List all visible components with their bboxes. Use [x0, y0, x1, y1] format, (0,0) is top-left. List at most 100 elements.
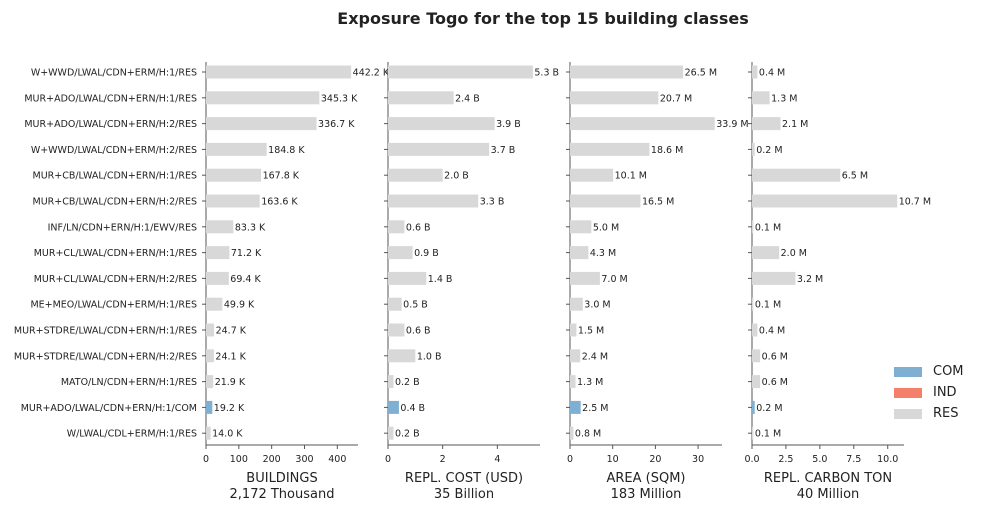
legend-swatch-ind — [894, 387, 922, 398]
bar-res — [388, 297, 402, 311]
category-label: MUR+ADO/LWAL/CDN+ERN/H:1/RES — [24, 93, 197, 104]
bar-res — [752, 246, 780, 260]
bar-res — [570, 297, 583, 311]
bar-res — [388, 246, 413, 260]
category-label: MUR+ADO/LWAL/CDN+ERN/H:2/RES — [24, 119, 197, 130]
x-axis-subtitle: 2,172 Thousand — [230, 487, 335, 502]
bar-res — [206, 349, 214, 363]
bar-value-label: 184.8 K — [268, 145, 305, 156]
bar-value-label: 1.3 M — [577, 377, 603, 388]
bar-value-label: 33.9 M — [716, 119, 748, 130]
bar-res — [206, 375, 214, 389]
x-axis-subtitle: 35 Billion — [434, 487, 494, 502]
bar-value-label: 442.2 K — [353, 68, 390, 79]
x-tick-label: 400 — [328, 454, 346, 465]
x-axis-subtitle: 40 Million — [797, 487, 860, 502]
bar-res — [752, 271, 796, 285]
bar-res — [388, 168, 443, 182]
bar-res — [752, 323, 758, 337]
bar-res — [752, 426, 754, 440]
bar-value-label: 1.5 M — [578, 326, 604, 337]
bar-value-label: 2.1 M — [782, 119, 808, 130]
bar-value-label: 0.2 B — [395, 429, 420, 440]
bar-value-label: 0.8 M — [575, 429, 601, 440]
bar-res — [206, 323, 215, 337]
bar-com — [752, 400, 755, 414]
bar-value-label: 0.1 M — [755, 300, 781, 311]
chart-panels: W+WWD/LWAL/CDN+ERM/H:1/RES MUR+ADO/LWAL/C… — [14, 62, 931, 502]
bar-res — [206, 271, 229, 285]
bar-res — [570, 375, 576, 389]
bar-value-label: 336.7 K — [318, 119, 355, 130]
x-axis-label: AREA (SQM) — [606, 471, 685, 486]
bar-res — [570, 117, 715, 131]
bar-res — [388, 323, 405, 337]
bar-res — [570, 142, 650, 156]
bar-res — [752, 91, 770, 105]
bar-res — [206, 91, 320, 105]
bar-res — [570, 91, 659, 105]
legend-label-com: COM — [933, 364, 964, 379]
bar-com — [570, 400, 581, 414]
x-tick-label: 7.5 — [846, 454, 861, 465]
legend-swatch-com — [894, 366, 922, 377]
x-tick-label: 4 — [494, 454, 500, 465]
bar-value-label: 2.5 M — [582, 403, 608, 414]
bar-value-label: 49.9 K — [224, 300, 255, 311]
bar-res — [206, 168, 262, 182]
bar-res — [752, 194, 898, 208]
x-tick-label: 0 — [567, 454, 573, 465]
legend-item-com: COM — [894, 361, 964, 382]
category-label: MUR+CB/LWAL/CDN+ERN/H:2/RES — [33, 197, 198, 208]
bar-value-label: 3.3 B — [480, 197, 505, 208]
bar-res — [388, 65, 533, 79]
bar-value-label: 3.9 B — [496, 119, 521, 130]
bar-value-label: 0.9 B — [414, 248, 439, 259]
bar-value-label: 16.5 M — [642, 197, 674, 208]
category-label: MATO/LN/CDN+ERN/H:1/RES — [61, 377, 197, 388]
x-tick-label: 2 — [440, 454, 446, 465]
x-tick-label: 2.5 — [778, 454, 793, 465]
bar-res — [206, 297, 223, 311]
x-tick-label: 10.0 — [877, 454, 898, 465]
bar-com — [388, 400, 399, 414]
bar-res — [752, 297, 754, 311]
bar-value-label: 3.0 M — [584, 300, 610, 311]
bar-res — [388, 91, 454, 105]
bar-value-label: 1.0 B — [417, 351, 442, 362]
bar-res — [570, 65, 684, 79]
chart-legend: COM IND RES — [894, 361, 964, 424]
bar-value-label: 163.6 K — [261, 197, 298, 208]
category-label: MUR+STDRE/LWAL/CDN+ERN/H:1/RES — [14, 326, 197, 337]
x-tick-label: 0.0 — [744, 454, 759, 465]
category-label: MUR+CL/LWAL/CDN+ERN/H:1/RES — [34, 248, 197, 259]
bar-value-label: 7.0 M — [601, 274, 627, 285]
legend-swatch-res — [894, 408, 922, 419]
bar-value-label: 5.3 B — [534, 68, 559, 79]
bar-res — [570, 426, 574, 440]
bar-res — [752, 65, 758, 79]
bar-value-label: 6.5 M — [842, 171, 868, 182]
x-tick-label: 5.0 — [812, 454, 827, 465]
legend-item-res: RES — [894, 403, 964, 424]
bar-value-label: 10.7 M — [899, 197, 931, 208]
x-tick-label: 200 — [263, 454, 281, 465]
bar-com — [206, 400, 213, 414]
bar-res — [752, 220, 754, 234]
bar-res — [388, 142, 490, 156]
bar-value-label: 0.4 B — [400, 403, 425, 414]
bar-value-label: 0.2 M — [756, 145, 782, 156]
bar-res — [206, 65, 352, 79]
category-label: MUR+CB/LWAL/CDN+ERN/H:1/RES — [33, 171, 198, 182]
bar-value-label: 2.0 M — [781, 248, 807, 259]
category-label: W+WWD/LWAL/CDN+ERM/H:2/RES — [31, 145, 197, 156]
bar-value-label: 18.6 M — [651, 145, 683, 156]
legend-item-ind: IND — [894, 382, 964, 403]
bar-value-label: 19.2 K — [214, 403, 245, 414]
bar-res — [570, 271, 600, 285]
bar-res — [752, 117, 781, 131]
bar-value-label: 0.6 M — [762, 351, 788, 362]
bar-res — [752, 349, 761, 363]
bar-value-label: 21.9 K — [215, 377, 246, 388]
bar-res — [388, 117, 495, 131]
